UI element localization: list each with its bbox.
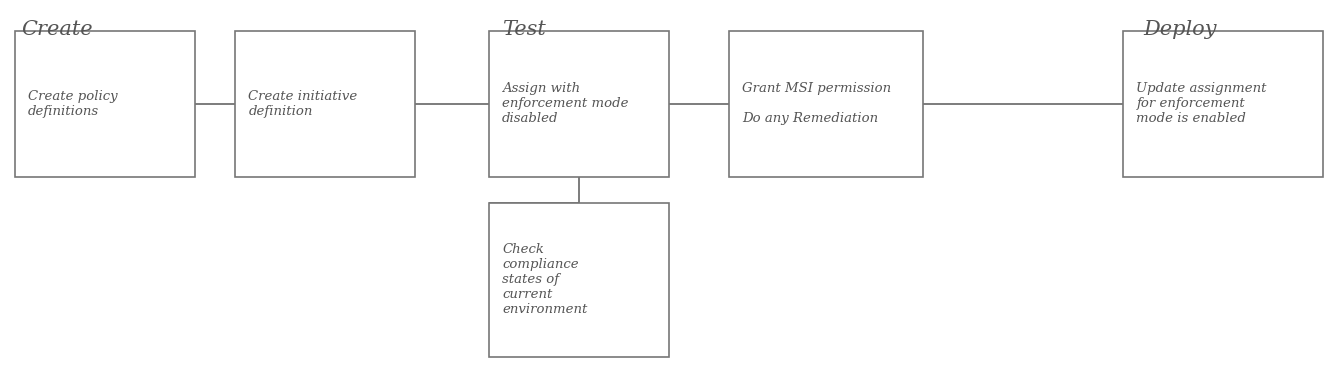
FancyBboxPatch shape <box>1123 31 1323 177</box>
FancyBboxPatch shape <box>488 203 669 356</box>
Text: Create policy
definitions: Create policy definitions <box>28 90 118 118</box>
Text: Test: Test <box>502 20 546 39</box>
Text: Grant MSI permission

Do any Remediation: Grant MSI permission Do any Remediation <box>743 82 891 125</box>
Text: Create: Create <box>21 20 94 39</box>
FancyBboxPatch shape <box>235 31 415 177</box>
FancyBboxPatch shape <box>488 31 669 177</box>
Text: Create initiative
definition: Create initiative definition <box>249 90 357 118</box>
Text: Assign with
enforcement mode
disabled: Assign with enforcement mode disabled <box>502 82 629 125</box>
FancyBboxPatch shape <box>729 31 923 177</box>
Text: Check
compliance
states of
current
environment: Check compliance states of current envir… <box>502 243 587 316</box>
Text: Deploy: Deploy <box>1143 20 1216 39</box>
Text: Update assignment
for enforcement
mode is enabled: Update assignment for enforcement mode i… <box>1136 82 1267 125</box>
FancyBboxPatch shape <box>15 31 195 177</box>
